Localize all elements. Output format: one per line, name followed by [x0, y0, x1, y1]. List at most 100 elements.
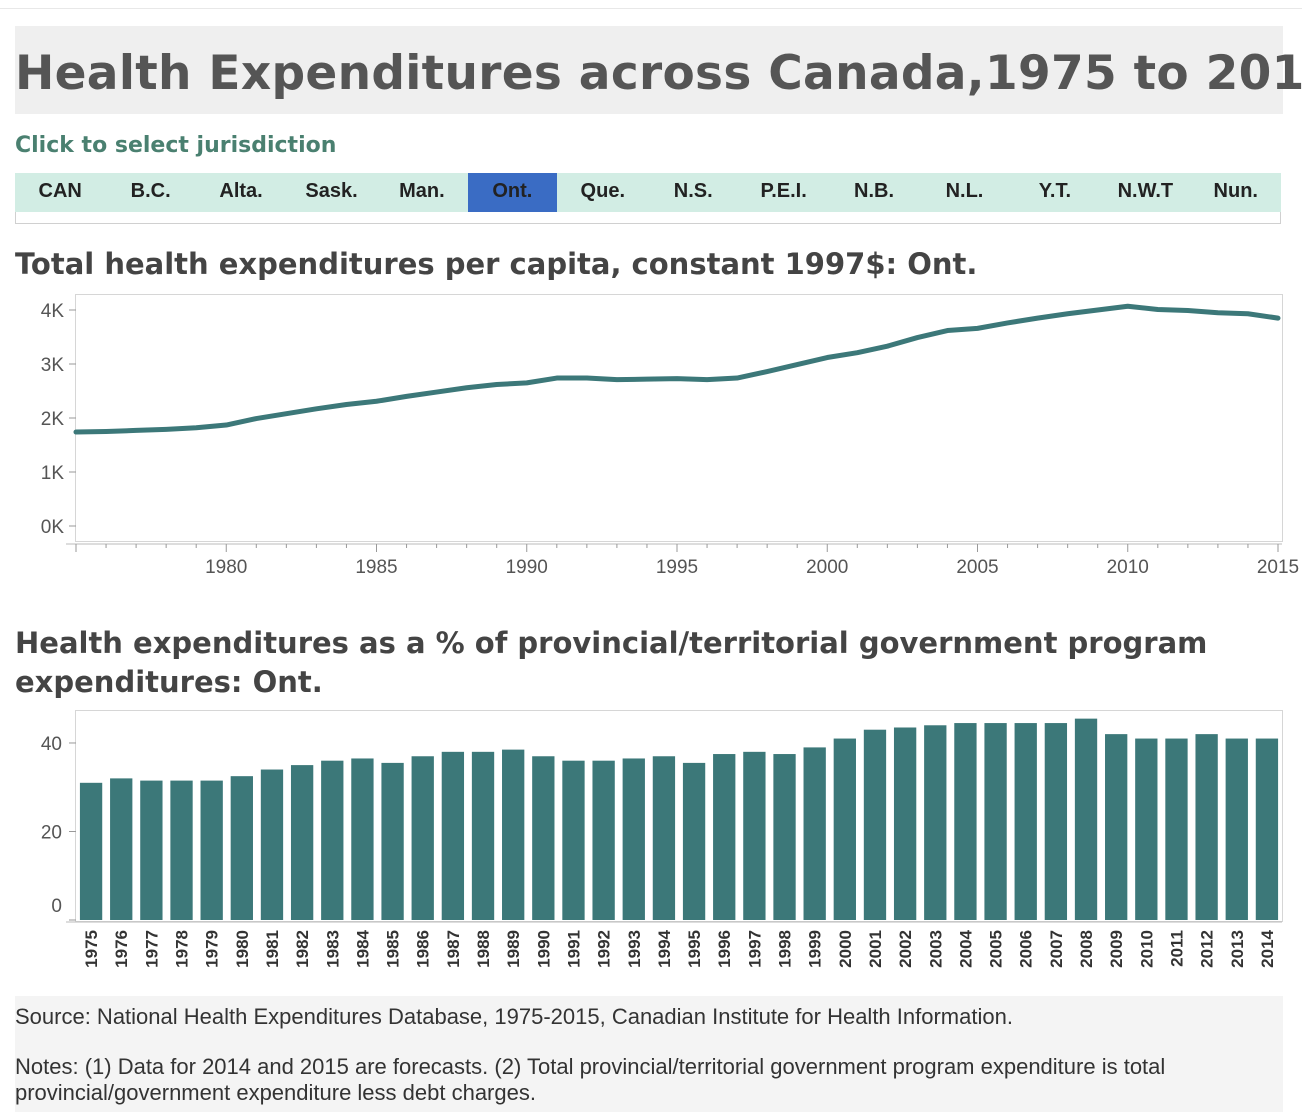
line-ytick-label: 0K [41, 517, 65, 538]
bar-category-label: 2009 [1107, 930, 1126, 968]
line-ytick-label: 1K [41, 463, 65, 484]
jurisdiction-man[interactable]: Man. [399, 180, 445, 202]
bar-category-label: 1982 [293, 930, 312, 968]
line-xtick-label: 1995 [656, 557, 698, 578]
jurisdiction-bc[interactable]: B.C. [130, 180, 171, 202]
jurisdiction-yt[interactable]: Y.T. [1038, 180, 1072, 202]
bar-1988 [471, 751, 495, 920]
bar-category-label: 2000 [836, 930, 855, 968]
bar-1980 [230, 776, 253, 920]
line-xtick-label: 2010 [1107, 557, 1149, 578]
title-bar: Health Expenditures across Canada,1975 t… [15, 26, 1302, 114]
bar-ytick-label: 0 [51, 896, 62, 917]
bar-1991 [562, 760, 585, 920]
line-chart-title: Total health expenditures per capita, co… [15, 247, 978, 281]
per-capita-line [73, 303, 1281, 435]
bar-category-label: 1975 [82, 930, 101, 968]
bar-1978 [170, 780, 193, 920]
bar-category-label: 2011 [1167, 930, 1186, 967]
bar-category-label: 2013 [1228, 930, 1247, 968]
jurisdiction-sask[interactable]: Sask. [305, 180, 358, 202]
bar-category-label: 1993 [625, 930, 644, 968]
bar-2004 [954, 723, 977, 920]
bar-category-label: 1998 [776, 930, 795, 968]
bar-2005 [984, 723, 1007, 920]
bar-1983 [321, 760, 344, 920]
bar-category-label: 2003 [926, 930, 945, 968]
bar-category-label: 1992 [595, 930, 614, 968]
bar-category-label: 1990 [534, 930, 553, 968]
bar-category-label: 2008 [1077, 930, 1096, 968]
bar-category-label: 1996 [715, 930, 734, 968]
bar-1989 [502, 749, 525, 920]
jurisdiction-can[interactable]: CAN [38, 180, 82, 202]
bar-category-label: 1983 [323, 930, 342, 968]
bar-1990 [532, 756, 555, 920]
bar-2001 [863, 729, 887, 920]
bar-1976 [110, 778, 133, 920]
bar-2002 [893, 727, 917, 920]
bar-1993 [622, 758, 645, 920]
bar-2011 [1165, 738, 1188, 920]
jurisdiction-nb[interactable]: N.B. [854, 180, 895, 202]
bar-category-label: 1994 [655, 929, 674, 967]
bar-2009 [1105, 734, 1128, 920]
bar-category-label: 2005 [987, 930, 1006, 968]
jurisdiction-ns[interactable]: N.S. [673, 180, 713, 202]
bar-1977 [140, 780, 163, 920]
bar-category-label: 1997 [745, 930, 764, 968]
line-ytick-label: 2K [41, 409, 65, 430]
footer: Source: National Health Expenditures Dat… [15, 996, 1283, 1112]
bar-2003 [924, 725, 947, 920]
bar-1998 [773, 754, 796, 920]
jurisdiction-alta[interactable]: Alta. [219, 180, 263, 202]
jurisdiction-pei[interactable]: P.E.I. [760, 180, 807, 202]
jurisdiction-nwt[interactable]: N.W.T [1117, 180, 1174, 202]
bar-category-label: 2002 [896, 930, 915, 968]
bar-1984 [351, 758, 374, 920]
bar-category-label: 1979 [203, 930, 222, 968]
bar-1995 [682, 762, 706, 920]
bar-1979 [200, 780, 223, 920]
bar-2012 [1195, 734, 1218, 920]
line-xtick-label: 2005 [956, 557, 998, 578]
top-divider [0, 8, 1302, 9]
bar-1992 [592, 760, 615, 920]
bar-category-label: 1984 [353, 929, 372, 967]
line-xtick-label: 2015 [1257, 557, 1299, 578]
jurisdiction-nl[interactable]: N.L. [945, 180, 984, 202]
jurisdiction-selector-border [15, 212, 1281, 224]
bar-1994 [652, 756, 676, 920]
bar-category-label: 2004 [956, 929, 975, 967]
bar-category-label: 2014 [1258, 929, 1277, 967]
bar-1981 [260, 769, 284, 920]
jurisdiction-ont[interactable]: Ont. [468, 173, 557, 212]
bar-1985 [381, 762, 404, 920]
jurisdiction-que[interactable]: Que. [580, 180, 625, 202]
bar-ytick-label: 40 [41, 734, 62, 755]
bar-category-label: 1999 [806, 930, 825, 968]
jurisdiction-nun[interactable]: Nun. [1213, 180, 1258, 202]
bar-category-label: 1981 [263, 930, 282, 968]
bar-category-label: 1995 [685, 930, 704, 968]
bar-2010 [1135, 738, 1158, 920]
bar-1986 [411, 756, 434, 920]
bar-1987 [441, 751, 465, 920]
notes-text: Notes: (1) Data for 2014 and 2015 are fo… [15, 1054, 1166, 1105]
bar-category-label: 1985 [384, 930, 403, 968]
jurisdiction-selector: CAN B.C. Alta. Sask. Man. Ont. Que. N.S. P.E.I. N… [15, 173, 1281, 212]
bar-category-label: 1988 [474, 930, 493, 968]
bar-2013 [1225, 738, 1248, 920]
bar-1999 [803, 747, 826, 920]
bar-category-label: 2010 [1137, 930, 1156, 968]
bar-category-label: 1991 [564, 930, 583, 968]
bar-2007 [1044, 723, 1068, 920]
jurisdiction-prompt: Click to select jurisdiction [15, 133, 337, 158]
bar-2000 [833, 738, 856, 920]
bar-category-label: 1989 [504, 930, 523, 968]
bar-category-label: 1977 [142, 930, 161, 968]
bar-1975 [79, 782, 103, 920]
source-text: Source: National Health Expenditures Dat… [15, 1004, 1013, 1029]
bar-category-label: 1976 [112, 930, 131, 968]
